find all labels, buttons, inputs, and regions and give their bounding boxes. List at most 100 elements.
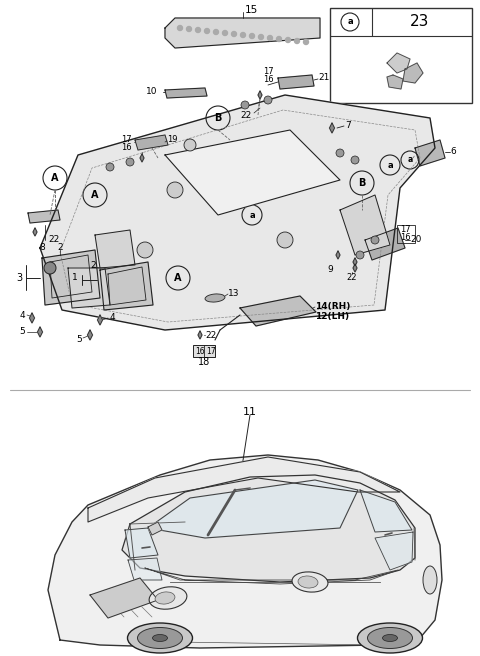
Circle shape [336,149,344,157]
Text: 11: 11 [243,407,257,417]
Text: 4: 4 [110,314,116,323]
Text: 4: 4 [19,310,25,319]
Polygon shape [329,123,335,133]
Polygon shape [87,330,93,340]
Polygon shape [415,140,445,166]
Polygon shape [95,230,135,268]
Text: 6: 6 [450,148,456,157]
Text: 20: 20 [410,236,421,245]
Ellipse shape [383,634,397,642]
Text: 17: 17 [263,68,273,77]
Text: 22: 22 [205,331,216,340]
Bar [193,345,215,357]
Polygon shape [148,522,162,535]
Text: 22: 22 [347,274,357,283]
Text: A: A [51,173,59,183]
Circle shape [286,37,290,43]
Text: 12(LH): 12(LH) [315,312,349,321]
Ellipse shape [155,592,175,604]
Polygon shape [387,75,403,89]
Circle shape [259,35,264,39]
Circle shape [267,35,273,41]
Text: 14(RH): 14(RH) [315,302,350,310]
Polygon shape [125,528,158,558]
Circle shape [184,139,196,151]
Text: 22: 22 [48,236,59,245]
Polygon shape [360,490,412,532]
Circle shape [214,30,218,35]
Text: 18: 18 [198,357,210,367]
Circle shape [276,37,281,41]
Circle shape [241,101,249,109]
Circle shape [204,28,209,33]
Text: 16: 16 [195,346,204,356]
Polygon shape [29,313,35,323]
Text: 2: 2 [90,260,96,270]
Text: 16: 16 [400,234,410,243]
Text: 5: 5 [19,327,25,337]
Polygon shape [97,315,103,325]
Ellipse shape [153,634,168,642]
Ellipse shape [292,572,328,592]
Polygon shape [365,228,405,260]
Circle shape [178,26,182,30]
Ellipse shape [358,623,422,653]
Polygon shape [148,480,358,538]
Text: 15: 15 [245,5,258,15]
Circle shape [371,236,379,244]
Circle shape [277,232,293,248]
Text: 8: 8 [39,243,45,253]
Circle shape [106,163,114,171]
Ellipse shape [298,576,318,588]
Circle shape [356,251,364,259]
Text: 19: 19 [167,136,178,144]
Text: a: a [387,161,393,169]
Text: 23: 23 [410,14,430,30]
Text: 17: 17 [121,136,132,144]
Ellipse shape [423,566,437,594]
Text: 13: 13 [228,289,240,298]
Polygon shape [42,250,100,305]
Ellipse shape [128,623,192,653]
Ellipse shape [149,586,187,609]
Polygon shape [37,327,43,337]
Text: 2: 2 [57,243,63,253]
Text: 16: 16 [263,75,273,85]
Circle shape [44,262,56,274]
Polygon shape [40,95,435,330]
Text: 3: 3 [16,273,22,283]
Text: 1: 1 [72,274,78,283]
Text: 7: 7 [345,121,351,129]
Circle shape [223,30,228,35]
Circle shape [351,156,359,164]
Circle shape [167,182,183,198]
Polygon shape [278,75,314,89]
Text: A: A [91,190,99,200]
Polygon shape [198,331,202,339]
Ellipse shape [137,628,182,649]
Polygon shape [336,251,340,259]
Polygon shape [387,53,410,73]
Polygon shape [353,258,357,266]
Text: 17: 17 [206,346,216,356]
Text: 22: 22 [241,110,252,119]
Polygon shape [28,210,60,223]
Polygon shape [403,63,423,83]
Text: a: a [408,155,413,165]
Polygon shape [135,135,168,150]
Polygon shape [128,558,162,580]
Polygon shape [258,91,262,99]
Circle shape [126,158,134,166]
Text: 17: 17 [400,226,410,234]
Bar [330,8,472,103]
Text: A: A [174,273,182,283]
Polygon shape [33,228,37,236]
Text: 21: 21 [318,73,329,83]
Polygon shape [100,262,153,310]
Text: a: a [249,211,255,220]
Polygon shape [88,457,400,522]
Polygon shape [90,578,158,618]
Polygon shape [165,130,340,215]
Text: 9: 9 [327,266,333,274]
Polygon shape [122,475,415,582]
